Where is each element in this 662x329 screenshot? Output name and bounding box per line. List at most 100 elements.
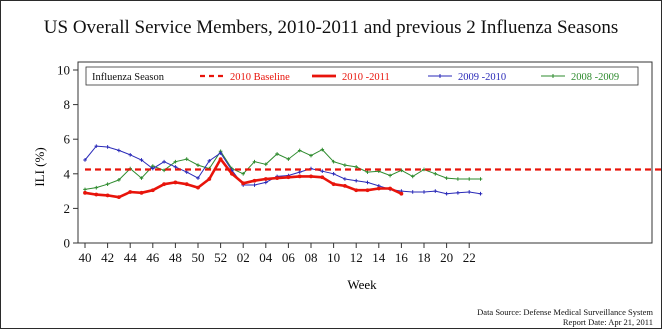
- x-tick-label: 48: [169, 250, 182, 265]
- series-point-2008-2009: [94, 185, 99, 190]
- series-point-2010-2011: [343, 184, 347, 188]
- series-point-2009-2010: [444, 191, 449, 196]
- plot-area: [77, 61, 653, 244]
- series-point-2008-2009: [196, 163, 200, 167]
- series-point-2009-2010: [422, 190, 426, 194]
- x-tick-label: 44: [124, 250, 138, 265]
- series-point-2010-2011: [388, 186, 392, 191]
- series-point-2010-2011: [83, 190, 87, 195]
- series-point-2009-2010: [218, 151, 223, 155]
- series-point-2009-2010: [139, 158, 144, 162]
- series-point-2008-2009: [467, 177, 471, 181]
- series-point-2010-2011: [286, 175, 291, 180]
- series-point-2008-2009: [354, 165, 358, 169]
- series-point-2010-2011: [399, 191, 404, 196]
- x-tick-label: 22: [463, 250, 476, 265]
- series-point-2010-2011: [331, 182, 336, 187]
- series-point-2010-2011: [128, 190, 133, 194]
- series-point-2008-2009: [444, 176, 449, 180]
- series-point-2010-2011: [263, 177, 268, 181]
- series-point-2008-2009: [184, 157, 189, 161]
- series-point-2008-2009: [320, 147, 325, 152]
- series-line-2010-2011: [84, 157, 402, 199]
- x-tick-label: 50: [192, 250, 205, 265]
- series-point-2009-2010: [207, 159, 212, 163]
- series-point-2008-2009: [264, 162, 268, 167]
- x-tick-label: 42: [101, 250, 114, 265]
- series-point-2008-2009: [410, 174, 415, 179]
- y-axis: 0 2 4 6 8 10: [57, 63, 78, 251]
- series-point-2009-2010: [162, 159, 166, 164]
- series-point-2009-2010: [117, 148, 121, 153]
- x-tick-label: 08: [305, 250, 318, 265]
- x-tick-label: 40: [79, 250, 92, 265]
- series-point-2008-2009: [105, 182, 110, 186]
- series-point-2009-2010: [196, 176, 200, 180]
- legend-title: Influenza Season: [92, 72, 165, 83]
- series-line-2008-2009: [84, 148, 481, 190]
- series-point-2008-2009: [388, 173, 392, 178]
- x-tick-label: 10: [327, 250, 340, 265]
- plot-border: [77, 61, 653, 244]
- y-tick-label: 0: [64, 236, 71, 251]
- series-point-2009-2010: [297, 170, 302, 174]
- series-point-2009-2010: [83, 158, 87, 162]
- series-point-2009-2010: [365, 180, 370, 185]
- x-axis-label: Week: [347, 277, 377, 292]
- series-point-2008-2009: [297, 148, 302, 153]
- series-point-2008-2009: [275, 152, 279, 156]
- series-point-2008-2009: [117, 178, 121, 182]
- series-point-2009-2010: [94, 144, 99, 148]
- y-tick-label: 10: [57, 63, 70, 78]
- legend-label-2010-baseline: 2010 Baseline: [230, 72, 290, 83]
- series-point-2008-2009: [286, 157, 291, 161]
- series-point-2008-2009: [173, 159, 178, 164]
- series-point-2008-2009: [478, 177, 483, 181]
- y-tick-label: 6: [64, 132, 71, 147]
- legend-label-2008-2009: 2008 -2009: [571, 72, 619, 83]
- chart-title: US Overall Service Members, 2010-2011 an…: [43, 17, 619, 38]
- y-tick-label: 4: [64, 166, 71, 181]
- x-tick-label: 06: [282, 250, 296, 265]
- series-point-2009-2010: [410, 190, 415, 194]
- series-point-2010-2011: [320, 175, 325, 180]
- x-tick-label: 20: [440, 250, 453, 265]
- series-point-2010-2011: [230, 171, 234, 176]
- series-point-2009-2010: [252, 183, 257, 187]
- series-point-2009-2010: [320, 169, 325, 174]
- series-point-2010-2011: [150, 188, 155, 193]
- x-tick-label: 18: [418, 250, 431, 265]
- series-point-2009-2010: [151, 166, 155, 171]
- series-point-2010-2011: [309, 174, 313, 179]
- series-point-2008-2009: [331, 159, 336, 164]
- series-point-2010-2011: [218, 157, 223, 161]
- series-point-2009-2010: [264, 180, 268, 185]
- series-point-2010-2011: [184, 182, 189, 187]
- series-point-2010-2011: [94, 192, 99, 197]
- data-source-note: Data Source: Defense Medical Surveillanc…: [477, 307, 653, 317]
- legend-box: [85, 66, 639, 86]
- x-tick-label: 52: [214, 250, 227, 265]
- series-point-2010-2011: [139, 190, 144, 195]
- x-tick-label: 16: [395, 250, 409, 265]
- series-point-2010-2011: [297, 174, 302, 179]
- series-point-2010-2011: [354, 188, 359, 193]
- series-point-2010-2011: [173, 180, 178, 185]
- series-point-2008-2009: [309, 153, 313, 158]
- report-date: Report Date: Apr 21, 2011: [562, 317, 653, 327]
- legend-marker-2008-2009: [551, 74, 555, 78]
- legend: Influenza Season 2010 Baseline 2010 -2011 2…: [85, 66, 639, 86]
- series-point-2009-2010: [467, 190, 471, 194]
- series-point-2010-2011: [376, 186, 381, 191]
- series-point-2008-2009: [433, 172, 438, 176]
- series-point-2008-2009: [139, 176, 144, 180]
- series-point-2010-2011: [275, 176, 279, 181]
- legend-label-2009-2010: 2009 -2010: [458, 72, 506, 83]
- series-point-2009-2010: [184, 170, 189, 174]
- series-point-2009-2010: [478, 191, 483, 196]
- legend-label-2010-2011: 2010 -2011: [342, 72, 390, 83]
- series-point-2008-2009: [365, 170, 370, 174]
- series-point-2010-2011: [117, 195, 121, 200]
- series-point-2009-2010: [433, 189, 438, 193]
